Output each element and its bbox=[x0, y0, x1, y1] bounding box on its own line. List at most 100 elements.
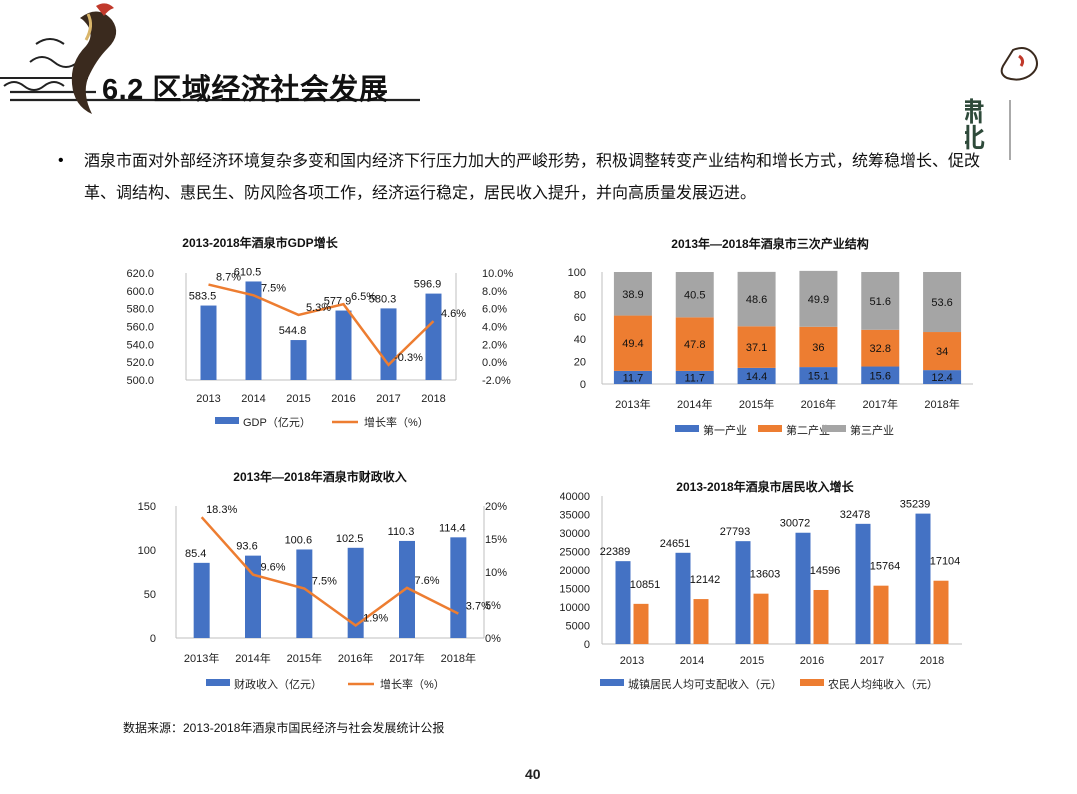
line-data-label: 3.7% bbox=[466, 601, 491, 613]
x-axis-tick-label: 2014年 bbox=[677, 397, 712, 411]
line-data-label: 9.6% bbox=[260, 562, 285, 574]
chart-title: 2013年—2018年酒泉市三次产业结构 bbox=[671, 236, 868, 251]
line-data-label: 18.3% bbox=[206, 504, 237, 516]
y-axis-tick-label: 0 bbox=[584, 639, 590, 651]
data-label: 24651 bbox=[660, 538, 691, 550]
y2-axis-tick-label: 0% bbox=[485, 633, 501, 645]
chart-industry-structure: 2013年—2018年酒泉市三次产业结构 100 80 60 40 20 0 2013年 201… bbox=[568, 236, 973, 437]
y-axis-tick-label: 40 bbox=[574, 334, 586, 346]
legend-swatch bbox=[675, 425, 699, 432]
bar bbox=[615, 561, 631, 644]
legend-swatch bbox=[758, 425, 782, 432]
x-axis-tick-label: 2013年 bbox=[184, 651, 219, 665]
data-label: 15.6 bbox=[870, 370, 891, 382]
legend-label: 增长率（%） bbox=[380, 677, 445, 691]
bar bbox=[813, 589, 829, 644]
bar-segment bbox=[923, 332, 962, 371]
x-axis-tick-label: 2013年 bbox=[615, 397, 650, 411]
y-axis-tick-label: 10000 bbox=[560, 602, 590, 614]
x-axis-tick-label: 2014 bbox=[241, 393, 265, 405]
y-axis-tick-label: 35000 bbox=[560, 510, 590, 522]
intro-paragraph: 酒泉市面对外部经济环境复杂多变和国内经济下行压力加大的严峻形势，积极调整转变产业… bbox=[84, 153, 981, 202]
y-axis-tick-label: 520.0 bbox=[126, 357, 154, 369]
y-axis-tick-label: 30000 bbox=[560, 528, 590, 540]
data-label: 49.4 bbox=[622, 338, 643, 350]
legend-swatch bbox=[822, 425, 846, 432]
y2-axis-tick-label: 20% bbox=[485, 501, 507, 513]
x-axis-tick-label: 2018 bbox=[421, 393, 445, 405]
data-label: 38.9 bbox=[622, 289, 643, 301]
data-source-note: 数据来源：2013-2018年酒泉市国民经济与社会发展统计公报 bbox=[123, 721, 445, 735]
bar bbox=[380, 308, 397, 380]
data-label: 35239 bbox=[900, 499, 931, 511]
x-axis-tick-label: 2016 bbox=[331, 393, 355, 405]
data-label: 544.8 bbox=[279, 325, 307, 337]
bar-segment bbox=[799, 270, 838, 327]
y-axis-tick-label: 540.0 bbox=[126, 339, 154, 351]
data-label: 100.6 bbox=[285, 534, 313, 546]
page-title: 6.2 区域经济社会发展 bbox=[102, 74, 389, 106]
bar-segment bbox=[675, 272, 714, 318]
series-line bbox=[200, 516, 459, 628]
data-label: 32.8 bbox=[870, 343, 891, 355]
logo-text: 肃北 bbox=[965, 98, 984, 150]
x-axis-tick-label: 2016年 bbox=[338, 651, 373, 665]
bar bbox=[335, 310, 352, 380]
chart-title: 2013-2018年酒泉市GDP增长 bbox=[182, 235, 338, 250]
x-axis-tick-label: 2014年 bbox=[235, 651, 270, 665]
data-label: 53.6 bbox=[931, 297, 952, 309]
data-label: 49.9 bbox=[808, 294, 829, 306]
bar bbox=[855, 523, 871, 644]
x-axis-tick-label: 2017年 bbox=[863, 397, 898, 411]
y2-axis-tick-label: 10% bbox=[485, 567, 507, 579]
y2-axis-tick-label: 10.0% bbox=[482, 268, 513, 280]
x-axis-tick-label: 2017年 bbox=[389, 651, 424, 665]
data-label: 30072 bbox=[780, 518, 811, 530]
y2-axis-tick-label: 4.0% bbox=[482, 322, 507, 334]
series-line bbox=[208, 283, 435, 367]
y-axis-tick-label: 0 bbox=[580, 379, 586, 391]
data-label: 15764 bbox=[870, 561, 901, 573]
legend-label: 农民人均纯收入（元） bbox=[828, 677, 938, 691]
data-label: 40.5 bbox=[684, 290, 705, 302]
page-number: 40 bbox=[525, 766, 541, 782]
data-label: 17104 bbox=[930, 556, 961, 568]
bar bbox=[753, 593, 769, 644]
legend-label: 增长率（%） bbox=[364, 415, 429, 429]
data-label: 51.6 bbox=[870, 296, 891, 308]
y2-axis-tick-label: 8.0% bbox=[482, 286, 507, 298]
chart-resident-income: 2013-2018年酒泉市居民收入增长 40000 35000 30000 25000 2… bbox=[560, 479, 962, 691]
y-axis-tick-label: 40000 bbox=[560, 491, 590, 503]
data-label: 14596 bbox=[810, 565, 841, 577]
data-label: 85.4 bbox=[185, 548, 206, 560]
y-axis-tick-label: 50 bbox=[144, 589, 156, 601]
bar bbox=[915, 513, 931, 644]
y-axis-tick-label: 150 bbox=[138, 501, 156, 513]
data-label: 12.4 bbox=[931, 372, 952, 384]
chart-fiscal-revenue: 2013年—2018年酒泉市财政收入 150 100 50 0 20% 15% 10% 5% 0%… bbox=[138, 469, 508, 691]
bar bbox=[933, 580, 949, 644]
line-data-label: 7.5% bbox=[312, 576, 337, 588]
data-label: 596.9 bbox=[414, 279, 442, 291]
x-axis-tick-label: 2018年 bbox=[441, 651, 476, 665]
chart-gdp: 2013-2018年酒泉市GDP增长 620.0 600.0 580.0 560.0 54… bbox=[126, 235, 513, 429]
data-label: 12142 bbox=[690, 574, 721, 586]
bar-segment bbox=[799, 326, 838, 368]
bar-segment bbox=[923, 272, 962, 333]
legend-swatch bbox=[600, 679, 624, 686]
legend-label: 城镇居民人均可支配收入（元） bbox=[628, 677, 782, 691]
data-label: 32478 bbox=[840, 509, 871, 521]
data-label: 110.3 bbox=[388, 526, 415, 538]
data-label: 47.8 bbox=[684, 339, 705, 351]
data-label: 34 bbox=[936, 346, 948, 358]
x-axis-tick-label: 2015 bbox=[286, 393, 310, 405]
data-label: 11.7 bbox=[623, 372, 644, 384]
data-label: 11.7 bbox=[684, 372, 705, 384]
x-axis-tick-label: 2016 bbox=[800, 655, 824, 667]
bar-segment bbox=[861, 272, 900, 330]
y-axis-tick-label: 580.0 bbox=[126, 304, 154, 316]
bar-segment bbox=[613, 315, 652, 371]
y-axis-tick-label: 0 bbox=[150, 633, 156, 645]
y-axis-tick-label: 500.0 bbox=[126, 375, 154, 387]
x-axis-tick-label: 2015 bbox=[740, 655, 764, 667]
